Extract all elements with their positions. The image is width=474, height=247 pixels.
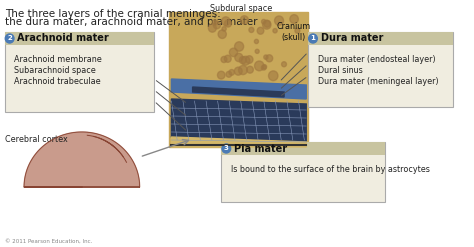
Circle shape	[222, 144, 231, 153]
Text: Cranium
(skull): Cranium (skull)	[277, 22, 311, 42]
Circle shape	[218, 71, 225, 79]
Circle shape	[263, 20, 271, 29]
Text: Cerebral cortex: Cerebral cortex	[5, 135, 68, 144]
FancyBboxPatch shape	[308, 32, 453, 45]
Text: 1: 1	[310, 36, 315, 41]
Circle shape	[226, 71, 232, 77]
Circle shape	[229, 48, 237, 57]
Circle shape	[246, 56, 253, 63]
Circle shape	[209, 24, 216, 32]
Circle shape	[229, 69, 235, 75]
Circle shape	[218, 30, 227, 39]
Circle shape	[266, 55, 273, 62]
Circle shape	[240, 16, 248, 24]
Polygon shape	[169, 12, 308, 147]
Circle shape	[212, 20, 218, 25]
Circle shape	[257, 27, 264, 34]
Text: 2: 2	[7, 36, 12, 41]
Circle shape	[262, 20, 266, 24]
Text: Arachnoid mater: Arachnoid mater	[18, 34, 109, 43]
Text: Is bound to the surface of the brain by astrocytes: Is bound to the surface of the brain by …	[231, 165, 430, 174]
Text: 3: 3	[224, 145, 229, 151]
FancyBboxPatch shape	[5, 32, 154, 45]
Circle shape	[273, 28, 277, 33]
Polygon shape	[172, 79, 306, 99]
Circle shape	[213, 21, 220, 29]
Circle shape	[224, 55, 231, 62]
Circle shape	[222, 27, 226, 31]
Circle shape	[246, 66, 254, 73]
Circle shape	[290, 15, 298, 23]
FancyBboxPatch shape	[5, 32, 154, 112]
Text: Pia mater: Pia mater	[234, 144, 287, 153]
FancyBboxPatch shape	[221, 142, 385, 155]
Text: Arachnoid trabeculae: Arachnoid trabeculae	[14, 77, 101, 86]
Circle shape	[221, 56, 227, 62]
FancyBboxPatch shape	[221, 142, 385, 202]
Circle shape	[255, 49, 259, 53]
Circle shape	[249, 27, 254, 33]
Polygon shape	[172, 99, 306, 142]
Circle shape	[268, 71, 278, 81]
Text: Dura mater (endosteal layer): Dura mater (endosteal layer)	[318, 55, 436, 64]
Circle shape	[264, 55, 268, 59]
Polygon shape	[172, 137, 306, 147]
Text: Subdural space: Subdural space	[210, 4, 272, 13]
FancyBboxPatch shape	[169, 12, 308, 147]
Circle shape	[241, 56, 250, 65]
Circle shape	[282, 62, 286, 67]
Text: Arachnoid membrane: Arachnoid membrane	[14, 55, 102, 64]
Circle shape	[235, 42, 244, 51]
Circle shape	[255, 61, 264, 71]
Text: Subarachnoid space: Subarachnoid space	[14, 66, 96, 75]
Circle shape	[221, 17, 230, 26]
Circle shape	[238, 65, 247, 75]
Circle shape	[5, 34, 14, 43]
Circle shape	[263, 64, 267, 69]
Circle shape	[261, 65, 266, 70]
FancyBboxPatch shape	[308, 32, 453, 107]
Circle shape	[235, 53, 243, 62]
Circle shape	[264, 20, 270, 27]
Circle shape	[309, 34, 317, 43]
Text: Dura mater: Dura mater	[321, 34, 383, 43]
Circle shape	[295, 28, 300, 33]
Polygon shape	[192, 87, 284, 97]
Circle shape	[225, 20, 231, 27]
Text: Dural sinus: Dural sinus	[318, 66, 363, 75]
Polygon shape	[24, 132, 140, 187]
Text: the dura mater, arachnoid mater, and pia mater: the dura mater, arachnoid mater, and pia…	[5, 17, 257, 27]
Text: Dura mater (meningeal layer): Dura mater (meningeal layer)	[318, 77, 438, 86]
Text: © 2011 Pearson Education, Inc.: © 2011 Pearson Education, Inc.	[5, 239, 92, 244]
Text: The three layers of the cranial meninges:: The three layers of the cranial meninges…	[5, 9, 220, 19]
Circle shape	[274, 16, 283, 25]
Circle shape	[255, 39, 258, 43]
Circle shape	[234, 67, 242, 75]
Circle shape	[239, 57, 246, 64]
